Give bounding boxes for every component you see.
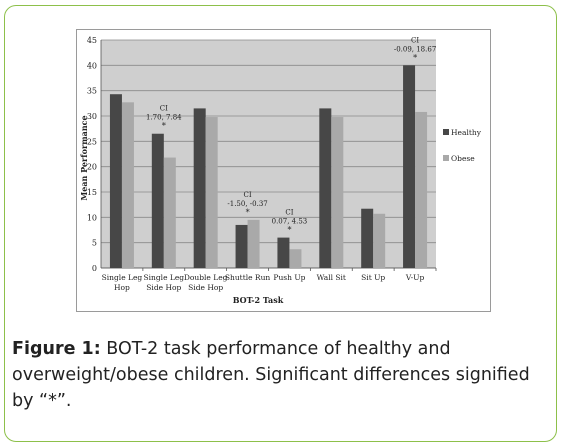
y-tick-label: 15: [87, 188, 97, 197]
caption-label: Figure 1:: [12, 339, 101, 359]
bar-healthy: [235, 224, 248, 268]
x-tick-label: V-Up: [405, 273, 425, 282]
x-tick-label: Side Hop: [188, 283, 223, 292]
figure-caption: Figure 1: BOT-2 task performance of heal…: [12, 336, 547, 414]
ci-range: 1.70, 7.84: [146, 114, 182, 122]
bar-healthy: [403, 65, 416, 268]
x-tick-label: Push Up: [273, 273, 305, 282]
y-tick-label: 40: [87, 61, 97, 70]
y-tick-label: 10: [87, 213, 97, 222]
bar-obese: [289, 249, 302, 268]
ci-range: -1.50, -0.37: [227, 200, 267, 208]
ci-label: CI: [244, 191, 252, 199]
bar-obese: [247, 219, 260, 268]
x-tick-label: Wall Sit: [317, 273, 346, 282]
x-tick-label: Sit Up: [361, 273, 385, 282]
ci-label: CI: [285, 209, 293, 217]
x-axis-label: BOT-2 Task: [233, 295, 284, 305]
caption-text: BOT-2 task performance of healthy and ov…: [12, 339, 530, 411]
bar-healthy: [151, 133, 164, 268]
y-tick-label: 5: [92, 239, 97, 248]
ci-range: -0.09, 18.67: [394, 45, 436, 53]
significance-marker: *: [162, 122, 166, 131]
y-tick-label: 35: [87, 87, 97, 96]
bar-obese: [331, 117, 344, 268]
x-tick-label: Single Leg: [144, 273, 185, 282]
bar-obese: [373, 213, 386, 268]
y-tick-label: 25: [87, 137, 97, 146]
x-tick-label: Side Hop: [146, 283, 181, 292]
bar-healthy: [277, 237, 290, 268]
plot-area: [101, 40, 436, 268]
y-tick-label: 45: [87, 36, 97, 45]
bar-obese: [121, 102, 134, 268]
bar-healthy: [319, 108, 332, 269]
bar-healthy: [109, 94, 122, 268]
x-tick-label: Single Leg: [102, 273, 143, 282]
significance-marker: *: [287, 226, 291, 235]
legend-label-healthy: Healthy: [451, 128, 482, 137]
y-axis-label: Mean Performance: [79, 115, 89, 200]
ci-label: CI: [411, 36, 419, 44]
y-tick-label: 30: [87, 112, 97, 121]
x-tick-label: Double Leg: [184, 273, 228, 282]
ci-label: CI: [160, 105, 168, 113]
significance-marker: *: [246, 208, 250, 217]
ci-range: 0.07, 4.53: [272, 218, 308, 226]
legend-swatch-healthy: [443, 129, 449, 135]
bar-healthy: [361, 208, 374, 268]
legend-label-obese: Obese: [451, 154, 475, 163]
bar-healthy: [193, 108, 206, 269]
significance-marker: *: [413, 53, 417, 62]
bar-obese: [205, 117, 218, 268]
y-tick-label: 20: [87, 163, 97, 172]
legend-swatch-obese: [443, 155, 449, 161]
y-tick-label: 0: [92, 264, 97, 273]
bar-obese: [163, 157, 176, 268]
x-tick-label: Hop: [114, 283, 130, 292]
x-tick-label: Shuttle Run: [225, 273, 271, 282]
bar-obese: [415, 111, 428, 269]
